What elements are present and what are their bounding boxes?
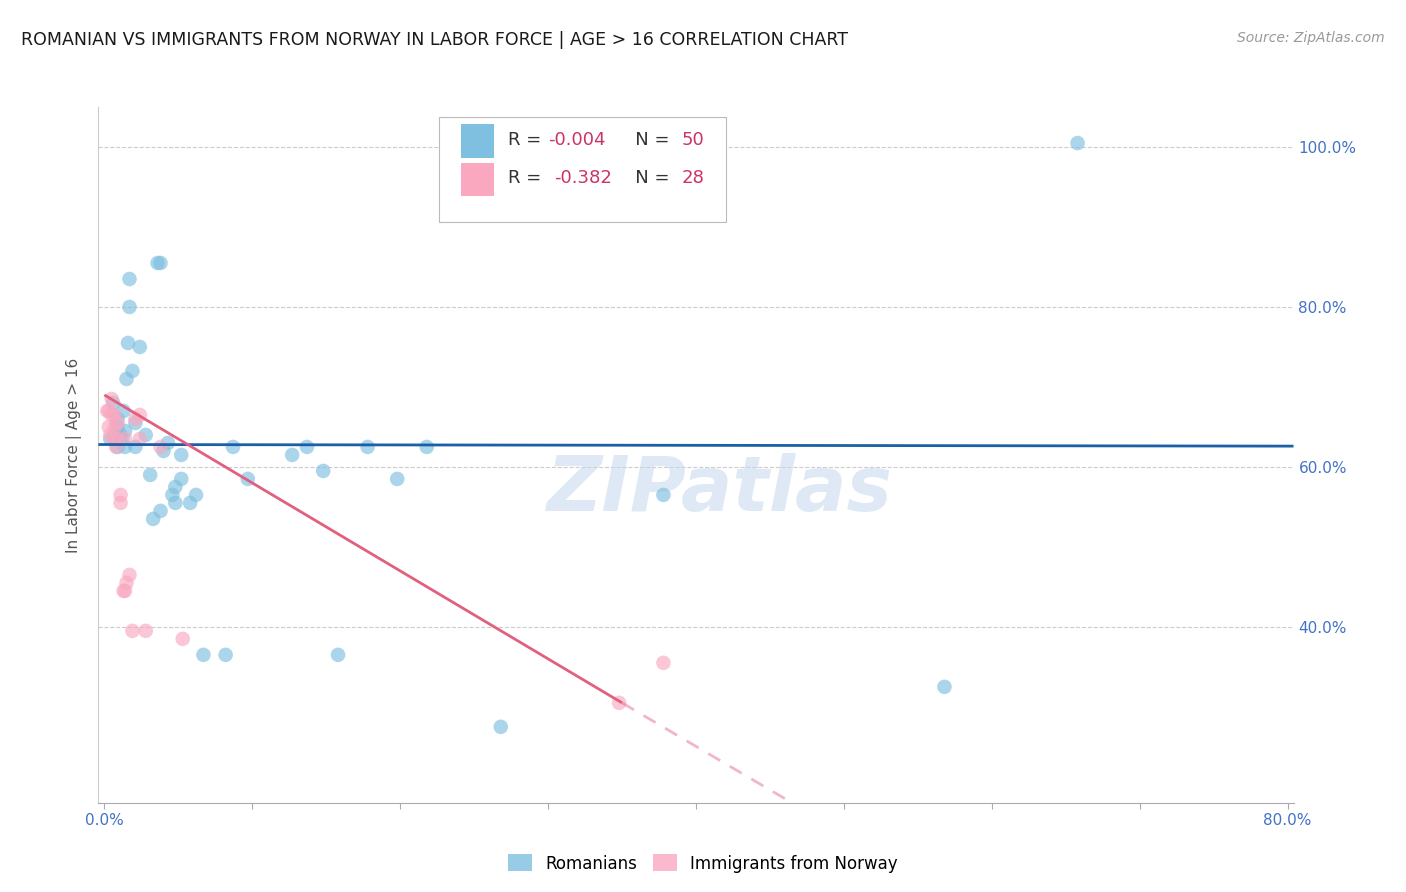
Point — [96, 404, 118, 418]
Point — [100, 408, 122, 422]
Point — [103, 432, 125, 446]
FancyBboxPatch shape — [439, 118, 725, 222]
Point — [107, 432, 129, 446]
FancyBboxPatch shape — [461, 124, 494, 158]
Point — [162, 488, 184, 502]
Point — [165, 480, 187, 494]
Text: 50: 50 — [682, 131, 704, 149]
Point — [121, 364, 143, 378]
Point — [97, 404, 120, 418]
Text: N =: N = — [619, 131, 675, 149]
Point — [112, 404, 135, 418]
Point — [124, 416, 146, 430]
Point — [110, 496, 132, 510]
Text: Source: ZipAtlas.com: Source: ZipAtlas.com — [1237, 31, 1385, 45]
Point — [172, 632, 194, 646]
Y-axis label: In Labor Force | Age > 16: In Labor Force | Age > 16 — [66, 358, 83, 552]
Point — [607, 696, 630, 710]
Point — [356, 440, 378, 454]
Point — [98, 432, 121, 446]
Text: R =: R = — [509, 169, 553, 187]
Point — [135, 428, 157, 442]
Point — [142, 512, 165, 526]
Point — [489, 720, 512, 734]
Point — [170, 448, 193, 462]
Point — [146, 256, 169, 270]
Point — [295, 440, 318, 454]
Legend: Romanians, Immigrants from Norway: Romanians, Immigrants from Norway — [502, 847, 904, 880]
Point — [111, 432, 134, 446]
Point — [652, 488, 675, 502]
Point — [121, 624, 143, 638]
Text: ZIPatlas: ZIPatlas — [547, 453, 893, 526]
Point — [934, 680, 956, 694]
Text: 28: 28 — [682, 169, 704, 187]
Point — [103, 396, 125, 410]
Point — [385, 472, 409, 486]
Point — [114, 424, 136, 438]
Point — [104, 420, 127, 434]
Point — [149, 440, 172, 454]
Text: N =: N = — [619, 169, 675, 187]
Point — [115, 372, 138, 386]
Point — [124, 412, 146, 426]
Point — [236, 472, 259, 486]
Point — [179, 496, 201, 510]
Text: -0.382: -0.382 — [554, 169, 612, 187]
Point — [149, 504, 172, 518]
Point — [110, 428, 132, 442]
Point — [118, 272, 141, 286]
Point — [184, 488, 207, 502]
Point — [100, 392, 122, 406]
Point — [107, 420, 129, 434]
Point — [149, 256, 172, 270]
Point — [117, 335, 139, 350]
Point — [326, 648, 349, 662]
Point — [114, 583, 136, 598]
Point — [128, 340, 150, 354]
Point — [104, 432, 127, 446]
Point — [312, 464, 335, 478]
Point — [114, 432, 136, 446]
Text: R =: R = — [509, 131, 547, 149]
Point — [128, 408, 150, 422]
Point — [118, 567, 141, 582]
Point — [281, 448, 304, 462]
FancyBboxPatch shape — [461, 162, 494, 196]
Point — [652, 656, 675, 670]
Point — [128, 432, 150, 446]
Point — [139, 467, 162, 482]
Point — [107, 412, 129, 426]
Point — [460, 168, 482, 182]
Point — [156, 436, 179, 450]
Point — [165, 496, 187, 510]
Point — [110, 488, 132, 502]
Point — [416, 440, 439, 454]
Text: -0.004: -0.004 — [548, 131, 605, 149]
Point — [152, 444, 174, 458]
Point — [115, 575, 138, 590]
Text: ROMANIAN VS IMMIGRANTS FROM NORWAY IN LABOR FORCE | AGE > 16 CORRELATION CHART: ROMANIAN VS IMMIGRANTS FROM NORWAY IN LA… — [21, 31, 848, 49]
Point — [135, 624, 157, 638]
Point — [214, 648, 236, 662]
Point — [222, 440, 245, 454]
Point — [170, 472, 193, 486]
Point — [105, 440, 128, 454]
Point — [124, 440, 146, 454]
Point — [107, 440, 129, 454]
Point — [1066, 136, 1088, 150]
Point — [98, 428, 121, 442]
Point — [193, 648, 215, 662]
Point — [104, 408, 127, 422]
Point — [112, 583, 135, 598]
Point — [114, 440, 136, 454]
Point — [107, 416, 129, 430]
Point — [97, 420, 120, 434]
Point — [118, 300, 141, 314]
